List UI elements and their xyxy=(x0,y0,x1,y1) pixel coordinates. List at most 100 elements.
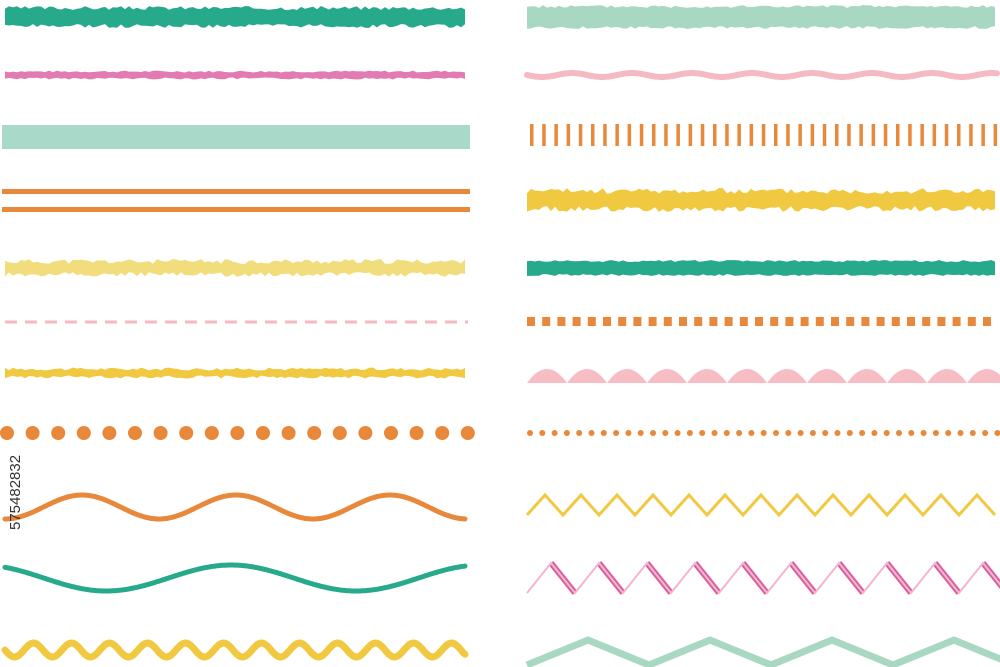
orange-tick xyxy=(810,124,815,146)
orange-tick xyxy=(774,124,778,146)
orange-small-dot xyxy=(908,430,915,436)
orange-tick xyxy=(786,124,790,146)
orange-small-dot xyxy=(982,430,989,436)
teal-crayon-line xyxy=(527,260,995,276)
orange-dot xyxy=(230,426,245,440)
orange-dot xyxy=(384,426,398,440)
orange-tick xyxy=(737,124,741,146)
teal-brush-line xyxy=(5,6,465,28)
orange-square xyxy=(633,317,642,326)
orange-small-dot xyxy=(846,430,853,436)
orange-tick xyxy=(920,124,924,146)
orange-dot xyxy=(409,426,424,440)
orange-square xyxy=(542,317,551,326)
orange-small-dot xyxy=(563,430,570,436)
orange-small-dot xyxy=(773,430,779,436)
pink-thin-line xyxy=(5,70,465,80)
orange-dot xyxy=(153,426,168,440)
orange-dot xyxy=(204,426,219,440)
orange-small-dot xyxy=(650,430,656,436)
orange-square xyxy=(785,317,794,326)
orange-square xyxy=(694,317,703,326)
orange-small-dot xyxy=(994,430,1000,436)
orange-small-dot xyxy=(736,430,743,436)
orange-small-dot xyxy=(920,430,927,436)
orange-small-dot xyxy=(957,430,964,436)
orange-square xyxy=(557,317,566,326)
orange-square xyxy=(724,317,733,326)
pink-zigzag-thin xyxy=(526,561,1000,595)
orange-small-dot xyxy=(576,430,583,436)
orange-tick xyxy=(578,124,583,146)
orange-small-dot xyxy=(932,430,939,436)
orange-tick xyxy=(859,124,863,146)
orange-square xyxy=(907,317,915,326)
orange-square xyxy=(603,317,611,326)
orange-square xyxy=(572,317,581,326)
orange-tick xyxy=(883,124,888,146)
teal-wave xyxy=(2,562,468,594)
orange-dot xyxy=(0,426,14,440)
orange-dot xyxy=(332,426,347,440)
orange-small-dot xyxy=(785,430,792,436)
orange-tick xyxy=(725,124,729,146)
orange-tick xyxy=(530,124,534,146)
orange-tick xyxy=(957,124,961,146)
orange-square xyxy=(876,317,885,326)
orange-tick xyxy=(932,124,937,146)
orange-tick xyxy=(798,124,802,146)
orange-line xyxy=(2,189,470,194)
orange-small-dot xyxy=(883,430,890,436)
orange-small-dot xyxy=(527,430,533,436)
orange-tick xyxy=(944,124,949,146)
orange-small-dot xyxy=(613,430,620,436)
orange-small-dot xyxy=(945,430,952,436)
orange-square xyxy=(755,317,763,326)
yellow-crayon-line xyxy=(5,367,465,379)
orange-dot xyxy=(256,426,270,440)
orange-wave xyxy=(2,492,468,522)
yellow-brush-line xyxy=(5,259,465,277)
orange-square xyxy=(967,317,976,326)
orange-dot xyxy=(76,426,91,440)
orange-tick xyxy=(993,124,998,146)
orange-tick xyxy=(713,124,717,146)
orange-square xyxy=(587,317,596,326)
orange-tick xyxy=(688,124,693,146)
orange-tick xyxy=(603,124,607,146)
orange-square xyxy=(618,317,627,326)
mint-brush-line xyxy=(527,5,995,29)
orange-square xyxy=(770,317,779,326)
orange-square xyxy=(937,317,946,326)
yellow-zigzag xyxy=(525,492,997,518)
yellow-small-wave xyxy=(1,639,469,661)
orange-tick xyxy=(822,124,827,146)
orange-tick xyxy=(566,124,571,146)
orange-square xyxy=(831,317,839,326)
orange-square xyxy=(891,317,900,326)
orange-tick xyxy=(676,124,680,146)
orange-square xyxy=(709,317,718,326)
orange-small-dot xyxy=(588,430,595,436)
pink-wavy-line xyxy=(524,70,1000,80)
orange-tick xyxy=(639,124,644,146)
orange-tick xyxy=(749,124,754,146)
orange-dot xyxy=(102,426,117,440)
orange-small-dot xyxy=(686,430,693,436)
orange-tick xyxy=(591,124,595,146)
orange-small-dot xyxy=(637,430,644,436)
orange-small-dot xyxy=(797,430,804,436)
orange-small-dot xyxy=(625,430,632,436)
orange-tick xyxy=(700,124,705,146)
orange-tick xyxy=(835,124,839,146)
orange-small-dot xyxy=(699,430,706,436)
orange-dot xyxy=(25,426,40,440)
orange-small-dot xyxy=(674,430,681,436)
orange-small-dot xyxy=(662,430,669,436)
orange-tick xyxy=(615,124,619,146)
orange-small-dot xyxy=(822,430,829,436)
orange-tick xyxy=(871,124,876,146)
orange-tick xyxy=(627,124,632,146)
orange-square xyxy=(861,317,870,326)
